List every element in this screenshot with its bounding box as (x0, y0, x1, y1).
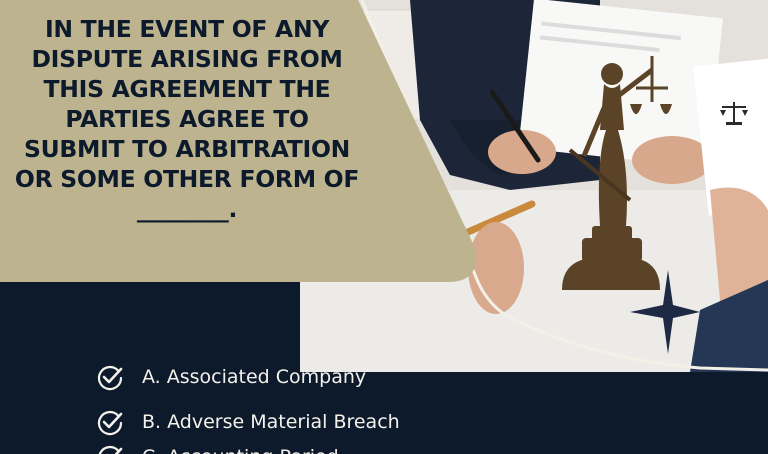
option-b[interactable]: B. Adverse Material Breach (96, 407, 400, 437)
option-label: B. Adverse Material Breach (142, 411, 400, 433)
option-c[interactable]: C. Accounting Period (96, 442, 339, 454)
option-label: A. Associated Company (142, 366, 367, 388)
photo-frame (360, 0, 768, 372)
lady-justice-statue-icon (562, 56, 672, 290)
check-circle-icon (98, 445, 123, 454)
question-text: IN THE EVENT OF ANY DISPUTE ARISING FROM… (14, 14, 360, 224)
question-panel: IN THE EVENT OF ANY DISPUTE ARISING FROM… (0, 0, 480, 282)
option-a[interactable]: A. Associated Company (96, 362, 366, 392)
sparkle-star-icon (630, 270, 700, 354)
question-body: IN THE EVENT OF ANY DISPUTE ARISING FROM… (14, 15, 360, 193)
question-blank: ________. (136, 195, 238, 223)
check-circle-icon (97, 410, 123, 436)
question-panel-shape (0, 0, 477, 282)
check-circle-icon (97, 365, 123, 391)
option-label: C. Accounting Period (142, 446, 339, 454)
